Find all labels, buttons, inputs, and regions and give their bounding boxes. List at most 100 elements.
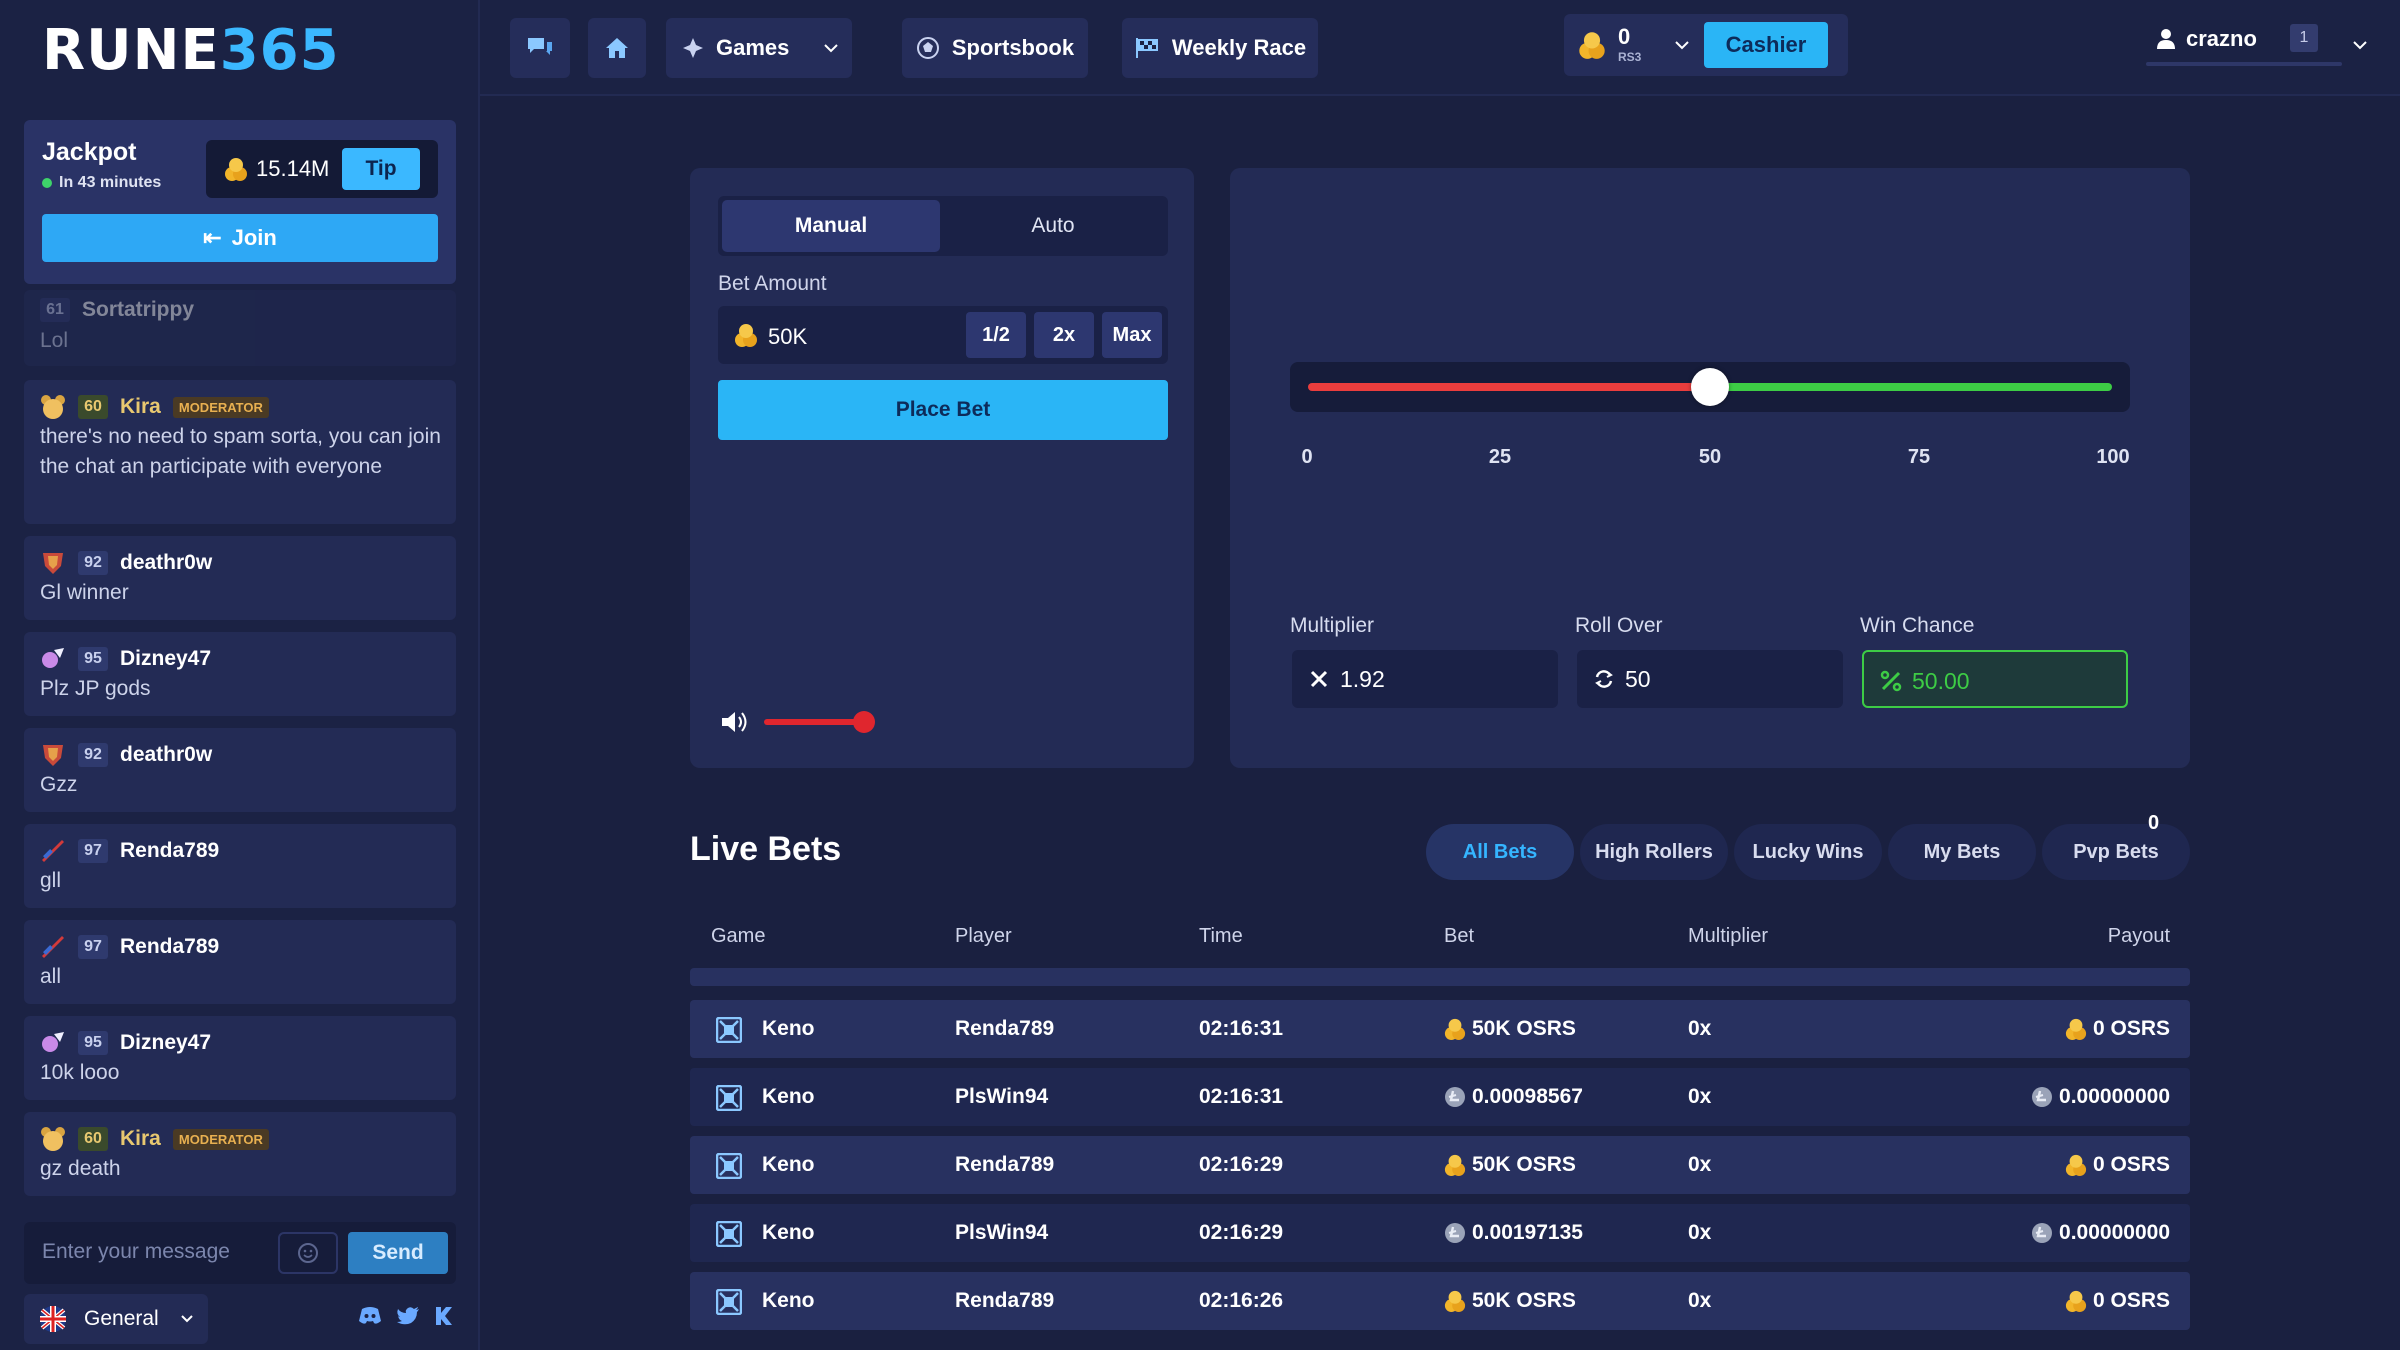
chevron-down-icon[interactable] xyxy=(2352,40,2368,50)
multiplier-x-icon xyxy=(1310,670,1328,688)
table-row[interactable]: Keno Renda789 02:16:31 50K OSRS 0x 0 OSRS xyxy=(690,1000,2190,1058)
multiplier-input[interactable]: 1.92 xyxy=(1292,650,1558,708)
table-row[interactable]: Keno PlsWin94 02:16:31 0.00098567 0x 0.000000… xyxy=(690,1068,2190,1126)
weekly-race-button[interactable]: Weekly Race xyxy=(1122,18,1318,78)
chat-channel-select[interactable]: General xyxy=(24,1294,208,1344)
shield-avatar-icon xyxy=(43,745,63,766)
bet-amount-input[interactable]: 50K 1/2 2x Max xyxy=(718,306,1168,364)
win-chance-value[interactable]: 50.00 xyxy=(1912,668,1970,694)
tab-lucky-wins[interactable]: Lucky Wins xyxy=(1734,824,1882,880)
half-bet-button[interactable]: 1/2 xyxy=(966,312,1026,358)
multiplier-value[interactable]: 1.92 xyxy=(1340,666,1385,692)
emoji-button[interactable] xyxy=(278,1232,338,1274)
volume-icon[interactable] xyxy=(720,708,750,736)
table-row[interactable]: Keno Renda789 02:16:26 50K OSRS 0x 0 OSRS xyxy=(690,1272,2190,1330)
balance-cashier: 0 RS3 Cashier xyxy=(1564,14,1848,76)
place-bet-button[interactable]: Place Bet xyxy=(718,380,1168,440)
cell-player[interactable]: Renda789 xyxy=(955,1153,1055,1176)
rollover-input[interactable]: 50 xyxy=(1577,650,1843,708)
chat-text: Lol xyxy=(40,329,69,352)
chat-message: 60 Kira MODERATOR gz death xyxy=(24,1112,456,1196)
cell-game[interactable]: Keno xyxy=(762,1017,815,1040)
cell-game[interactable]: Keno xyxy=(762,1289,815,1312)
slider-tick-label: 75 xyxy=(1907,446,1931,468)
column-header-payout: Payout xyxy=(2107,925,2170,947)
chat-username[interactable]: deathr0w xyxy=(120,551,213,574)
chat-icon xyxy=(528,38,552,55)
volume-slider-handle[interactable] xyxy=(853,711,876,733)
cell-multiplier: 0x xyxy=(1688,1085,1712,1108)
double-bet-button[interactable]: 2x xyxy=(1034,312,1094,358)
tip-button[interactable]: Tip xyxy=(342,148,420,190)
slider-lose-range xyxy=(1308,383,1710,391)
tab-high-rollers[interactable]: High Rollers xyxy=(1580,824,1728,880)
max-bet-button[interactable]: Max xyxy=(1102,312,1162,358)
cell-game[interactable]: Keno xyxy=(762,1153,815,1176)
live-bets-title: Live Bets xyxy=(690,830,842,868)
sword-avatar-icon xyxy=(42,840,64,862)
column-header-bet: Bet xyxy=(1444,925,1475,947)
cell-payout: 0 OSRS xyxy=(2065,1017,2170,1041)
chat-message: 97 Renda789 gll xyxy=(24,824,456,908)
chat-message: 95 Dizney47 Plz JP gods xyxy=(24,632,456,716)
tab-all-bets[interactable]: All Bets xyxy=(1426,824,1574,880)
home-button[interactable] xyxy=(588,18,646,78)
cashier-button[interactable]: Cashier xyxy=(1704,22,1828,68)
level-badge: 97 xyxy=(78,839,108,863)
table-row[interactable]: Keno PlsWin94 02:16:29 0.00197135 0x 0.000000… xyxy=(690,1204,2190,1262)
chat-input[interactable]: Enter your message Send xyxy=(24,1222,456,1284)
discord-icon[interactable] xyxy=(358,1306,382,1326)
chat-username[interactable]: Renda789 xyxy=(120,839,220,862)
chat-username[interactable]: Dizney47 xyxy=(120,1031,212,1054)
user-count-badge: 1 xyxy=(2290,24,2318,52)
chat-username[interactable]: Sortatrippy xyxy=(82,298,195,321)
twitter-icon[interactable] xyxy=(396,1306,420,1326)
ltc-coin-icon xyxy=(1444,1221,1472,1244)
slider-tick-label: 25 xyxy=(1488,446,1512,468)
balance-value: 0 xyxy=(1618,24,1631,49)
cell-payout: 0.00000000 xyxy=(2031,1085,2170,1109)
cell-bet: 50K OSRS xyxy=(1444,1289,1576,1313)
user-menu[interactable]: crazno 1 xyxy=(2146,18,2346,70)
join-jackpot-button[interactable]: ⇤ Join xyxy=(42,214,438,262)
chat-username[interactable]: Kira xyxy=(120,1127,161,1150)
cell-player[interactable]: PlsWin94 xyxy=(955,1085,1049,1108)
level-badge: 97 xyxy=(78,935,108,959)
tab-manual[interactable]: Manual xyxy=(722,200,940,252)
win-chance-input[interactable]: 50.00 xyxy=(1862,650,2128,708)
kick-icon[interactable] xyxy=(434,1306,454,1326)
chat-toggle-button[interactable] xyxy=(510,18,570,78)
race-flag-icon xyxy=(1135,38,1158,58)
bet-amount-value[interactable]: 50K xyxy=(768,324,808,349)
cell-player[interactable]: Renda789 xyxy=(955,1017,1055,1040)
volume-slider[interactable] xyxy=(764,719,865,725)
send-button[interactable]: Send xyxy=(348,1232,448,1274)
roll-slider[interactable] xyxy=(1290,362,2130,412)
cell-bet: 50K OSRS xyxy=(1444,1017,1576,1041)
cell-player[interactable]: PlsWin94 xyxy=(955,1221,1049,1244)
sportsbook-button[interactable]: Sportsbook xyxy=(902,18,1088,78)
logo[interactable]: RUNE365 xyxy=(42,18,340,83)
chat-username[interactable]: Renda789 xyxy=(120,935,220,958)
roll-slider-handle[interactable] xyxy=(1691,368,1729,406)
cell-payout: 0.00000000 xyxy=(2031,1221,2170,1245)
chat-username[interactable]: Dizney47 xyxy=(120,647,212,670)
tab-pvp-bets[interactable]: Pvp Bets xyxy=(2042,824,2190,880)
table-row[interactable]: Keno Renda789 02:16:29 50K OSRS 0x 0 OSRS xyxy=(690,1136,2190,1194)
tab-auto[interactable]: Auto xyxy=(1031,214,1075,237)
cell-game[interactable]: Keno xyxy=(762,1085,815,1108)
currency-dropdown-chevron-icon[interactable] xyxy=(1674,40,1690,50)
chat-input-placeholder[interactable]: Enter your message xyxy=(42,1240,230,1263)
cell-player[interactable]: Renda789 xyxy=(955,1289,1055,1312)
rollover-value[interactable]: 50 xyxy=(1625,666,1651,692)
keno-icon xyxy=(716,1153,742,1179)
chat-username[interactable]: deathr0w xyxy=(120,743,213,766)
win-chance-label: Win Chance xyxy=(1860,614,1975,637)
sportsbook-icon xyxy=(916,37,939,59)
tab-my-bets[interactable]: My Bets xyxy=(1888,824,2036,880)
cell-game[interactable]: Keno xyxy=(762,1221,815,1244)
chat-username[interactable]: Kira xyxy=(120,395,161,418)
games-dropdown[interactable]: Games xyxy=(666,18,852,78)
bet-mode-tabs: Manual Auto xyxy=(718,196,1168,256)
chat-text: gll xyxy=(40,869,62,892)
